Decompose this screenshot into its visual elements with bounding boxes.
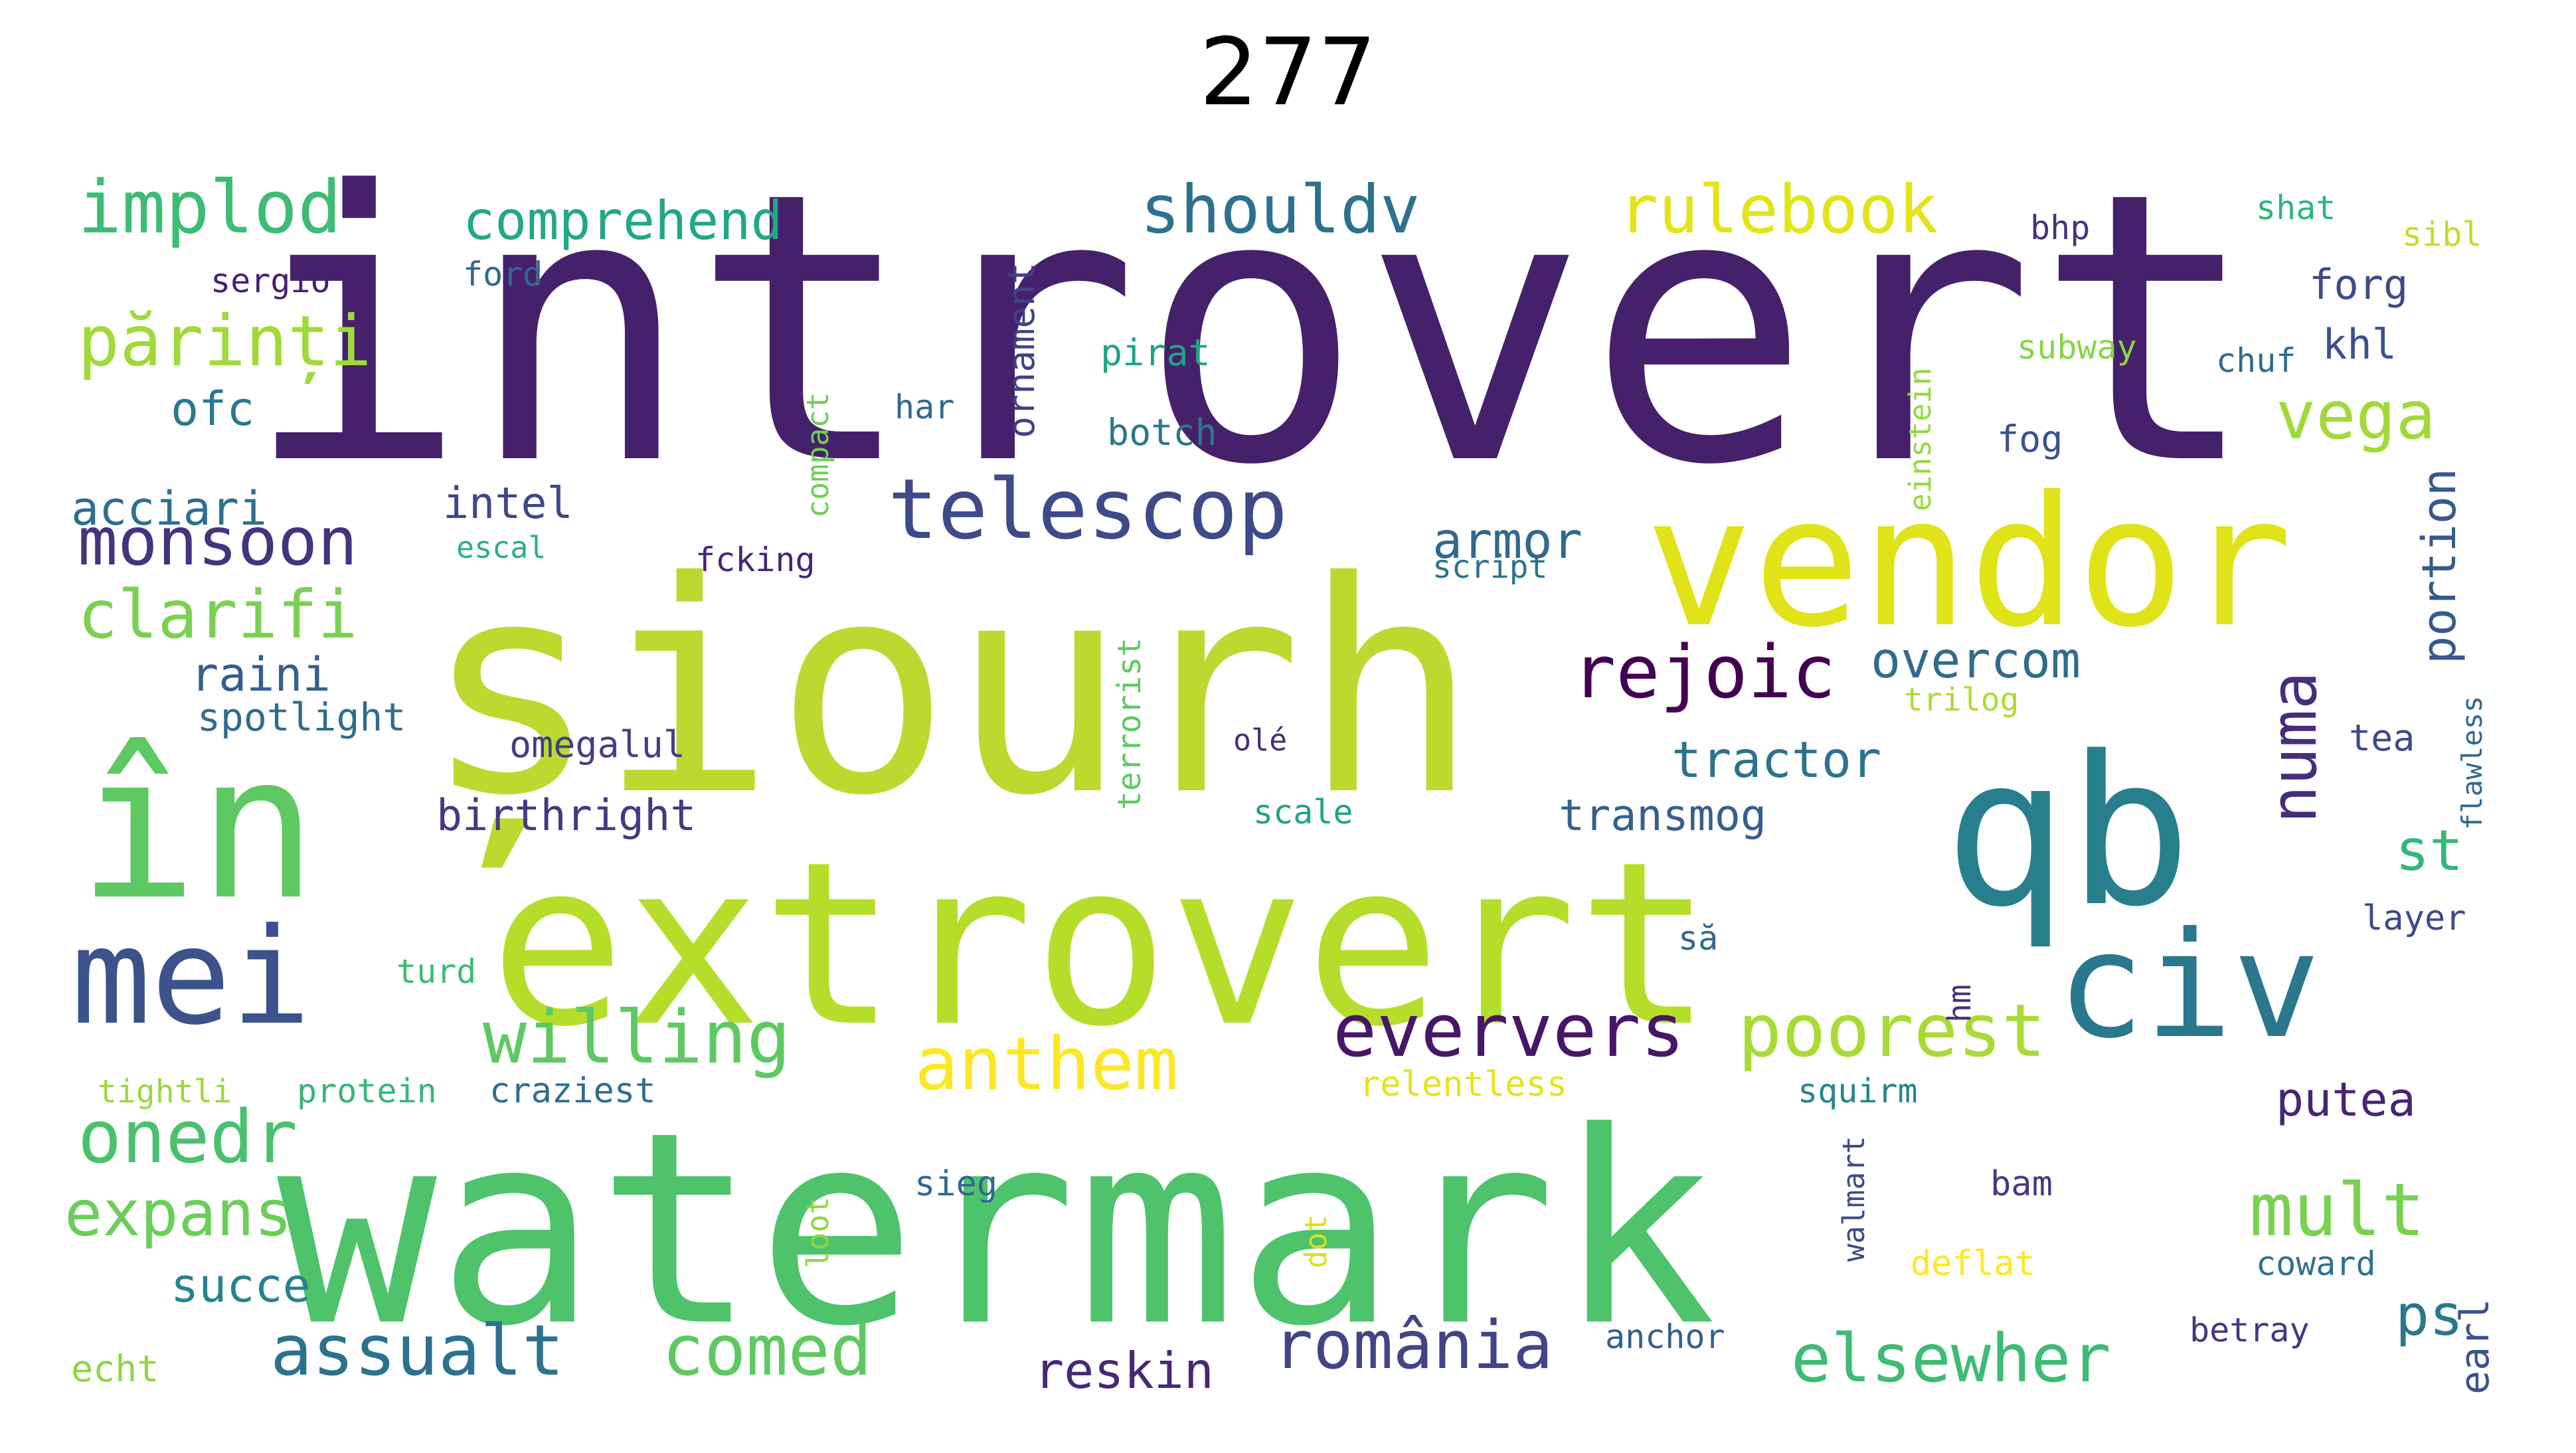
word-88: deflat	[1911, 1244, 2035, 1284]
word-75: să	[1678, 919, 1718, 958]
page-title: 277	[1199, 19, 1377, 127]
word-48: earl	[2452, 1299, 2498, 1395]
word-22: vega	[2276, 377, 2436, 454]
word-77: turd	[396, 952, 476, 991]
word-89: coward	[2256, 1244, 2376, 1283]
word-9: telescop	[888, 462, 1288, 558]
word-50: khl	[2322, 320, 2397, 369]
word-76: hm	[1941, 984, 1978, 1023]
word-33: comprehend	[463, 190, 783, 252]
word-72: tea	[2349, 717, 2415, 759]
word-23: numa	[2258, 671, 2331, 823]
word-cloud: introvert șiourh în extrovert watermark vendo…	[64, 146, 2522, 1408]
word-8: mei	[71, 900, 311, 1055]
word-66: fcking	[695, 541, 816, 579]
word-37: transmog	[1559, 791, 1766, 841]
word-3: extrovert	[489, 813, 1713, 1076]
word-69: trilog	[1904, 681, 2019, 719]
word-81: relentless	[1359, 1065, 1567, 1104]
word-1: șiourh	[423, 519, 1478, 868]
word-79: protein	[297, 1072, 437, 1110]
word-30: românia	[1273, 1306, 1553, 1384]
word-82: squirm	[1798, 1072, 1918, 1110]
word-65: escal	[456, 530, 546, 565]
word-67: script	[1432, 549, 1547, 586]
word-31: elsewher	[1791, 1320, 2111, 1397]
word-29: comed	[662, 1310, 872, 1391]
word-6: qb	[1944, 713, 2191, 952]
word-36: tractor	[1672, 730, 1881, 789]
word-19: clarifi	[78, 576, 357, 653]
word-35: overcom	[1871, 631, 2081, 689]
word-5: vendor	[1645, 458, 2292, 667]
word-43: spotlight	[197, 695, 406, 740]
word-44: omegalul	[509, 723, 685, 766]
word-80: craziest	[489, 1071, 655, 1111]
word-60: chuf	[2216, 341, 2296, 380]
word-47: putea	[2276, 1072, 2416, 1127]
word-0: introvert	[244, 146, 2259, 547]
word-40: intel	[443, 479, 573, 529]
word-7: civ	[2057, 900, 2320, 1070]
word-56: har	[895, 388, 954, 426]
word-38: birthright	[436, 791, 696, 841]
word-46: portion	[2412, 468, 2466, 664]
word-59: subway	[2017, 328, 2137, 367]
word-57: compact	[800, 392, 835, 518]
word-68: terrorist	[1111, 638, 1148, 810]
word-14: onedr	[78, 1094, 298, 1179]
word-10: rejoic	[1572, 630, 1836, 715]
word-52: ford	[463, 255, 543, 294]
word-34: armor	[1432, 511, 1583, 570]
word-86: walmart	[1836, 1136, 1871, 1262]
word-74: layer	[2362, 898, 2466, 938]
word-13: poorest	[1738, 988, 2046, 1073]
word-27: expans	[64, 1177, 292, 1250]
word-78: tightli	[98, 1073, 232, 1110]
word-90: echt	[71, 1347, 159, 1390]
word-45: succe	[171, 1258, 311, 1313]
word-18: monsoon	[78, 503, 357, 580]
word-32: reskin	[1034, 1341, 1214, 1400]
word-15: willing	[483, 995, 791, 1080]
word-85: dot	[1298, 1215, 1333, 1268]
word-84: loot	[800, 1197, 835, 1268]
word-71: scale	[1253, 793, 1353, 831]
word-21: rulebook	[1618, 171, 1938, 248]
word-62: shat	[2256, 189, 2336, 227]
word-24: mult	[2249, 1167, 2425, 1252]
word-92: betray	[2190, 1311, 2310, 1349]
word-25: st	[2395, 818, 2463, 884]
word-91: anchor	[1605, 1318, 1725, 1356]
word-41: ofc	[171, 382, 254, 436]
word-26: ps	[2395, 1283, 2463, 1349]
word-49: forg	[2309, 260, 2408, 309]
word-61: fog	[1997, 418, 2063, 460]
word-55: botch	[1107, 411, 1217, 454]
word-11: anthem	[914, 1021, 1178, 1106]
word-20: shouldv	[1140, 171, 1420, 248]
word-16: implod	[78, 165, 341, 250]
word-28: assualt	[270, 1310, 564, 1391]
word-63: sibl	[2402, 215, 2482, 254]
word-42: raini	[191, 647, 331, 702]
word-70: olé	[1233, 723, 1287, 758]
word-54: pirat	[1100, 331, 1211, 374]
word-39: acciari	[71, 481, 267, 536]
word-73: flawless	[2456, 696, 2488, 830]
word-17: părinți	[78, 301, 372, 384]
word-51: sergio	[211, 262, 331, 300]
word-4: watermark	[277, 1076, 1716, 1385]
word-53: ornament	[1000, 262, 1043, 438]
word-87: bam	[1990, 1164, 2053, 1204]
word-83: sieg	[914, 1164, 997, 1204]
word-2: în	[78, 712, 317, 944]
word-64: bhp	[2030, 209, 2090, 247]
word-58: einstein	[1903, 367, 1938, 511]
word-12: eververs	[1333, 988, 1685, 1073]
